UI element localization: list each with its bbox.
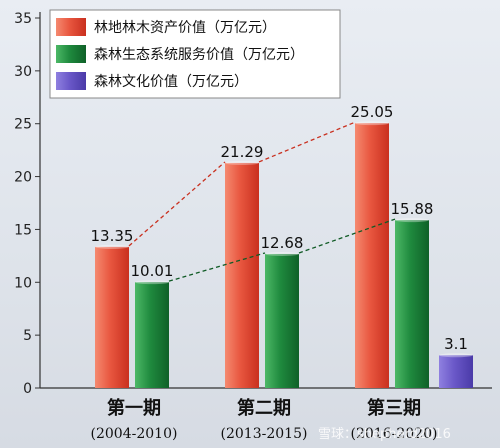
legend-swatch-forest-culture <box>56 72 86 90</box>
value-label-ecosystem-services: 10.01 <box>131 262 174 280</box>
bar-forest-resources <box>95 246 129 388</box>
category-period-label: (2004-2010) <box>91 426 178 442</box>
bar-ecosystem-services <box>135 282 169 388</box>
y-tick-label: 5 <box>23 328 32 344</box>
y-tick-label: 25 <box>14 117 32 133</box>
y-tick-label: 30 <box>14 64 32 80</box>
legend-label-forest-culture: 森林文化价值（万亿元） <box>94 74 248 90</box>
category-period-label: (2016-2020) <box>351 426 438 442</box>
category-period-label: (2013-2015) <box>221 426 308 442</box>
y-tick-label: 35 <box>14 11 32 27</box>
bar-cap-forest-resources <box>355 121 389 126</box>
bar-forest-resources <box>225 162 259 388</box>
value-label-ecosystem-services: 15.88 <box>391 200 434 218</box>
legend: 林地林木资产价值（万亿元） 森林生态系统服务价值（万亿元） 森林文化价值（万亿元… <box>49 9 341 99</box>
value-label-forest-culture: 3.1 <box>444 335 468 353</box>
watermark: 雪球：shepherd2016 <box>318 427 451 442</box>
bar-ecosystem-services <box>395 220 429 388</box>
value-label-ecosystem-services: 12.68 <box>261 234 304 252</box>
legend-label-ecosystem-services: 森林生态系统服务价值（万亿元） <box>94 47 304 63</box>
value-label-forest-resources: 25.05 <box>351 103 394 121</box>
legend-swatch-forest-resources <box>56 18 86 36</box>
trend-line-forest-resources <box>128 161 226 247</box>
y-tick-label: 15 <box>14 222 32 238</box>
bars <box>95 121 473 388</box>
category-label: 第三期 <box>367 397 421 419</box>
legend-label-forest-resources: 林地林木资产价值（万亿元） <box>94 20 276 36</box>
category-label: 第二期 <box>237 397 291 419</box>
bar-cap-ecosystem-services <box>265 251 299 256</box>
trend-line-ecosystem-services <box>168 252 266 282</box>
y-tick-label: 10 <box>14 275 32 291</box>
bar-ecosystem-services <box>265 253 299 388</box>
trend-lines <box>128 121 396 282</box>
bar-cap-forest-resources <box>225 160 259 165</box>
value-label-forest-resources: 21.29 <box>221 143 264 161</box>
legend-swatch-ecosystem-services <box>56 45 86 63</box>
trend-line-ecosystem-services <box>298 218 396 254</box>
y-tick-label: 20 <box>14 170 32 186</box>
bar-cap-forest-culture <box>439 353 473 358</box>
category-label: 第一期 <box>107 397 161 419</box>
trend-line-forest-resources <box>258 121 356 163</box>
legend-box <box>49 9 341 99</box>
y-tick-label: 0 <box>23 381 32 397</box>
data-labels: 13.35 21.29 25.05 10.01 12.68 15.88 3.1 <box>91 103 468 353</box>
bar-cap-ecosystem-services <box>135 280 169 285</box>
category-labels: 第一期 (2004-2010) 第二期 (2013-2015) 第三期 (2016-202… <box>91 397 438 442</box>
bar-forest-resources <box>355 123 389 388</box>
bar-cap-forest-resources <box>95 244 129 249</box>
bar-forest-culture <box>439 355 473 388</box>
value-label-forest-resources: 13.35 <box>91 227 134 245</box>
bar-cap-ecosystem-services <box>395 218 429 223</box>
